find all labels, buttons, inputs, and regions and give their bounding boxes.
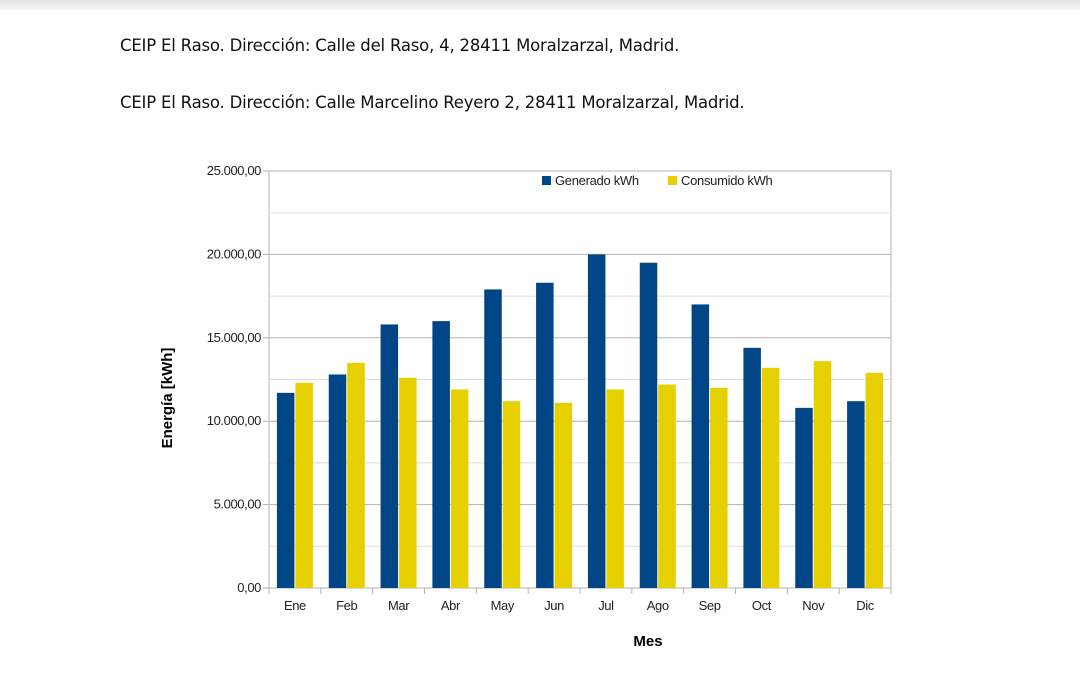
y-axis-label: Energía [kWh] bbox=[159, 348, 176, 449]
x-tick-label: Nov bbox=[802, 598, 825, 613]
bar-consumido bbox=[761, 367, 780, 588]
x-tick-label: Sep bbox=[699, 598, 721, 613]
bar-consumido bbox=[502, 401, 521, 588]
bar-generado bbox=[380, 324, 399, 588]
y-tick-label: 20.000,00 bbox=[207, 246, 261, 261]
x-tick-label: Mar bbox=[388, 598, 410, 613]
bar-generado bbox=[484, 289, 502, 588]
chart-legend: Generado kWh Consumido kWh bbox=[542, 173, 773, 188]
x-tick-label: May bbox=[491, 598, 515, 613]
legend-label: Consumido kWh bbox=[681, 173, 773, 188]
bar-consumido bbox=[658, 384, 676, 588]
x-axis-label: Mes bbox=[633, 633, 662, 650]
bar-consumido bbox=[710, 387, 728, 588]
bar-consumido bbox=[865, 372, 884, 588]
bar-consumido bbox=[554, 402, 573, 588]
bar-generado bbox=[276, 392, 295, 588]
bar-generado bbox=[536, 282, 554, 588]
axes bbox=[263, 170, 892, 594]
bar-generado bbox=[432, 321, 450, 588]
bar-generado bbox=[691, 304, 710, 588]
tick-labels: 0,00 5.000,00 10.000,00 15.000,00 20.000,00 2… bbox=[207, 163, 875, 613]
x-tick-label: Feb bbox=[336, 598, 357, 613]
bar-consumido bbox=[399, 377, 417, 588]
legend-swatch-consumido bbox=[668, 176, 677, 185]
bar-generado bbox=[795, 407, 813, 588]
bar-generado bbox=[587, 254, 606, 588]
bars bbox=[276, 254, 884, 588]
bar-generado bbox=[743, 347, 761, 588]
x-tick-label: Ene bbox=[284, 598, 306, 613]
legend-label: Generado kWh bbox=[555, 173, 639, 188]
x-tick-label: Abr bbox=[441, 598, 461, 613]
bar-consumido bbox=[347, 362, 365, 588]
address-line-1: CEIP El Raso. Dirección: Calle del Raso,… bbox=[120, 36, 680, 55]
bar-generado bbox=[847, 401, 865, 588]
bar-consumido bbox=[813, 361, 832, 588]
x-tick-label: Dic bbox=[856, 598, 874, 613]
legend-swatch-generado bbox=[542, 176, 551, 185]
address-line-2: CEIP El Raso. Dirección: Calle Marcelino… bbox=[120, 93, 745, 112]
top-shadow-bar bbox=[0, 0, 1080, 10]
x-tick-label: Ago bbox=[647, 598, 669, 613]
bar-generado bbox=[639, 262, 658, 588]
bar-generado bbox=[328, 374, 347, 588]
y-tick-label: 0,00 bbox=[237, 580, 261, 595]
x-tick-label: Jul bbox=[598, 598, 614, 613]
x-tick-label: Jun bbox=[544, 598, 564, 613]
y-tick-label: 10.000,00 bbox=[207, 413, 261, 428]
energy-bar-chart: 0,00 5.000,00 10.000,00 15.000,00 20.000,00 2… bbox=[159, 163, 892, 650]
x-tick-label: Oct bbox=[752, 598, 772, 613]
bar-consumido bbox=[295, 382, 313, 588]
y-tick-label: 15.000,00 bbox=[207, 330, 261, 345]
bar-consumido bbox=[606, 389, 624, 588]
bar-consumido bbox=[450, 389, 469, 588]
y-tick-label: 5.000,00 bbox=[214, 497, 262, 512]
y-tick-label: 25.000,00 bbox=[207, 163, 261, 178]
